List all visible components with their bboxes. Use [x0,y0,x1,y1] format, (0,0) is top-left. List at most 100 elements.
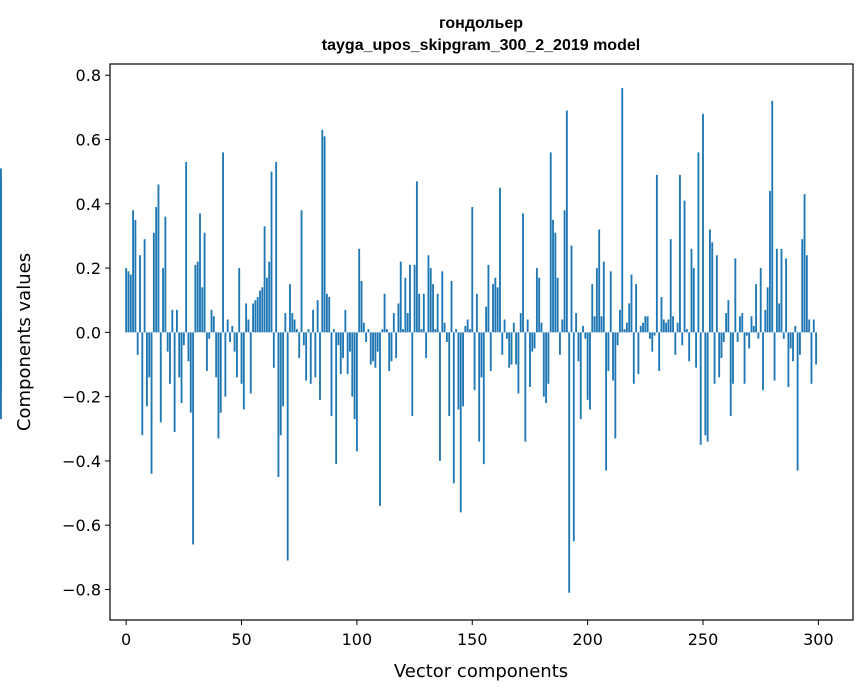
bar [517,332,520,394]
bar [342,332,344,359]
bar [752,325,755,333]
bar [505,332,508,339]
bar [127,271,130,333]
bar [208,332,211,339]
bar [217,332,220,439]
bar [501,332,504,355]
bar [646,316,649,333]
bar [773,332,776,381]
bar [450,280,453,333]
bar [457,332,460,410]
bar [212,316,215,333]
bar [489,332,492,371]
bar [413,264,416,333]
bar [240,332,243,384]
bar [134,219,137,333]
bar [704,332,707,436]
bar [189,332,192,413]
bar [349,332,351,352]
bar [245,303,248,333]
bar [692,268,695,333]
bar [272,332,275,368]
bar [775,248,778,333]
bar [688,332,691,362]
bar [337,332,340,346]
bar [683,200,686,333]
bar [494,277,497,333]
bar [630,274,633,333]
bar [298,332,301,359]
bar [799,332,801,355]
chart-title: гондольер [439,15,523,32]
bar [715,255,718,333]
bar [203,232,206,333]
bar [598,229,601,333]
bar [496,287,499,333]
bar [358,248,361,333]
bar [729,332,732,416]
bar [284,313,287,333]
bar [201,287,204,333]
bar [323,136,326,333]
bar [420,329,423,333]
bar [796,332,799,471]
bar [425,332,428,359]
bar [175,309,178,333]
bar [411,332,414,416]
bar [291,313,294,333]
bar [739,316,741,333]
bar [519,313,522,333]
bar [415,181,418,333]
bar [259,290,261,333]
bar [295,329,298,333]
bar [143,239,146,333]
bar-series [0,88,818,593]
bar [152,232,155,333]
bar [625,322,628,333]
bar [725,313,728,333]
bar [475,293,478,333]
bar [805,255,808,333]
x-tick-label: 150 [457,630,488,649]
bar [533,332,536,349]
bar [351,332,354,397]
bar [702,113,704,333]
bar [552,219,554,333]
x-tick-label: 250 [688,630,719,649]
bar [561,319,564,333]
bar [0,190,2,333]
bar [639,325,642,333]
bar [612,332,614,381]
bar [247,319,250,333]
bar [439,332,441,461]
bar [148,332,151,378]
y-tick-label: −0.4 [62,452,101,471]
bar [623,329,626,333]
bar [249,332,252,394]
bar [312,309,314,333]
bar [734,258,737,333]
bar [743,332,746,384]
bar [785,258,788,333]
bar [662,319,665,333]
bar [778,303,781,333]
bar [690,248,693,333]
y-tick-label: 0.0 [76,323,101,342]
bar [226,319,229,333]
bar [360,280,363,333]
y-tick-label: −0.8 [62,580,101,599]
bar [369,332,372,365]
bar [709,229,711,333]
bar [485,306,488,333]
bar [242,332,245,410]
y-tick-label: 0.2 [76,259,101,278]
bar [605,332,608,471]
bar [459,332,462,513]
bar [579,332,582,420]
bar [422,293,425,333]
bar [637,332,640,375]
bar [302,332,305,346]
bar [540,322,543,333]
bar [466,319,469,333]
bar [679,174,681,333]
